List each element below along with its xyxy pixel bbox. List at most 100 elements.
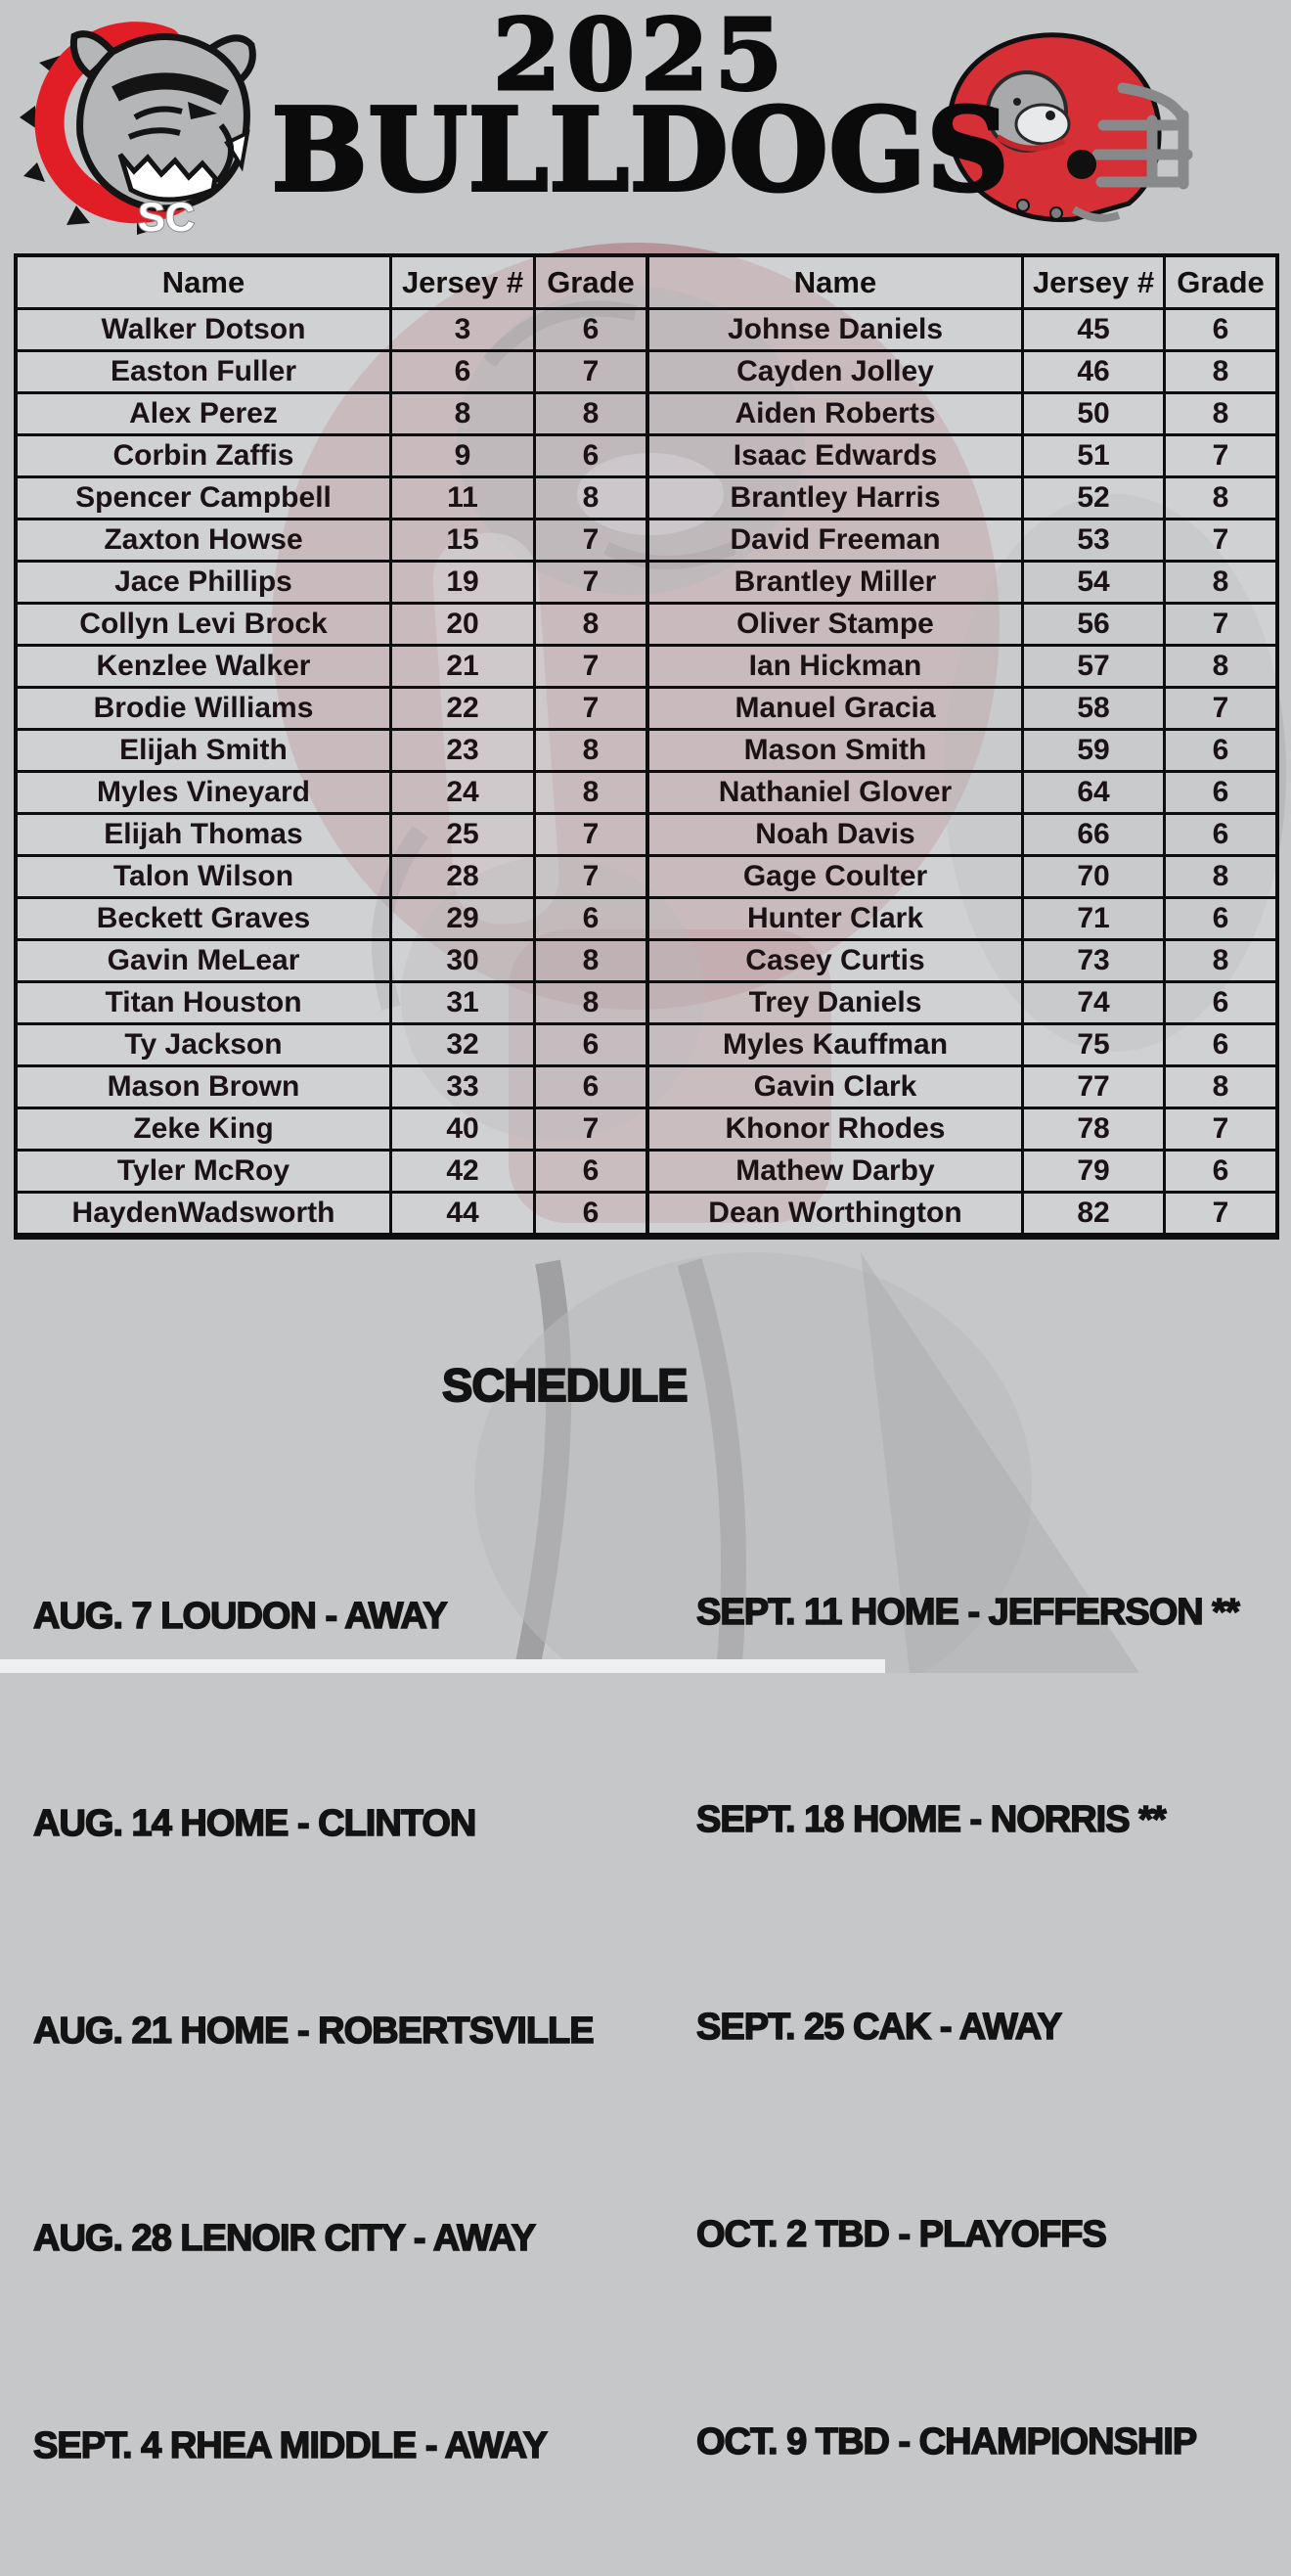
roster-grade-cell: 8 (1166, 563, 1275, 605)
roster-name-cell: Collyn Levi Brock (18, 605, 392, 647)
roster-grade-cell: 7 (1166, 1194, 1275, 1236)
roster-name-cell: Gage Coulter (649, 857, 1024, 899)
roster-grade-cell: 7 (536, 1109, 646, 1152)
roster-grade-cell: 8 (536, 773, 646, 815)
roster-name-cell: Gavin MeLear (18, 941, 392, 983)
title-team: BULLDOGS (270, 84, 1011, 217)
roster-grade-cell: 7 (1166, 1109, 1275, 1152)
roster-name-cell: Spencer Campbell (18, 478, 392, 520)
roster-name-cell: Myles Vineyard (18, 773, 392, 815)
roster-grade-cell: 8 (536, 605, 646, 647)
roster-name-cell: Zeke King (18, 1109, 392, 1152)
roster-name-cell: Mason Brown (18, 1067, 392, 1109)
schedule-item: SEPT. 11 HOME - JEFFERSON ** (695, 1591, 1240, 1634)
roster-name-cell: Mason Smith (649, 731, 1024, 773)
roster-jersey-cell: 40 (392, 1109, 536, 1152)
roster-jersey-cell: 73 (1024, 941, 1166, 983)
roster-grade-cell: 7 (536, 647, 646, 689)
roster-jersey-cell: 24 (392, 773, 536, 815)
roster-jersey-cell: 6 (392, 352, 536, 394)
roster-name-cell: Khonor Rhodes (649, 1109, 1024, 1152)
roster-name-cell: Cayden Jolley (649, 352, 1024, 394)
schedule-item: OCT. 9 TBD - CHAMPIONSHIP (695, 2420, 1198, 2463)
roster-jersey-cell: 52 (1024, 478, 1166, 520)
roster-jersey-cell: 22 (392, 689, 536, 731)
logo-monogram: SC (138, 194, 195, 235)
roster-name-cell: Elijah Smith (18, 731, 392, 773)
roster-name-cell: Nathaniel Glover (649, 773, 1024, 815)
schedule-item: SEPT. 4 RHEA MIDDLE - AWAY (32, 2424, 549, 2467)
roster-grade-cell: 6 (1166, 310, 1275, 352)
schedule-item: AUG. 28 LENOIR CITY - AWAY (32, 2217, 537, 2260)
roster-grade-cell: 6 (536, 1194, 646, 1236)
roster-name-cell: HaydenWadsworth (18, 1194, 392, 1236)
roster-name-cell: Brantley Miller (649, 563, 1024, 605)
roster-name-cell: David Freeman (649, 520, 1024, 563)
roster-grade-cell: 8 (1166, 647, 1275, 689)
roster-grade-cell: 8 (536, 478, 646, 520)
bulldog-head-logo: SC (20, 22, 256, 235)
roster-jersey-cell: 15 (392, 520, 536, 563)
roster-grade-cell: 7 (536, 563, 646, 605)
schedule-item: AUG. 14 HOME - CLINTON (32, 1802, 477, 1845)
roster-grade-cell: 7 (1166, 520, 1275, 563)
roster-grade-cell: 8 (1166, 478, 1275, 520)
schedule-title: SCHEDULE (441, 1358, 690, 1412)
roster-jersey-cell: 42 (392, 1152, 536, 1194)
roster-name-cell: Aiden Roberts (649, 394, 1024, 436)
roster-name-cell: Beckett Graves (18, 899, 392, 941)
roster-name-cell: Elijah Thomas (18, 815, 392, 857)
roster-jersey-cell: 29 (392, 899, 536, 941)
roster-name-cell: Kenzlee Walker (18, 647, 392, 689)
roster-jersey-cell: 44 (392, 1194, 536, 1236)
roster-name-cell: Myles Kauffman (649, 1025, 1024, 1067)
roster-name-cell: Casey Curtis (649, 941, 1024, 983)
roster-grade-cell: 8 (1166, 394, 1275, 436)
roster-name-cell: Tyler McRoy (18, 1152, 392, 1194)
roster-jersey-cell: 20 (392, 605, 536, 647)
facemask (1091, 82, 1193, 190)
roster-name-cell: Zaxton Howse (18, 520, 392, 563)
roster-name-cell: Noah Davis (649, 815, 1024, 857)
collar-spikes (20, 55, 156, 235)
roster-name-cell: Dean Worthington (649, 1194, 1024, 1236)
roster-grade-cell: 6 (536, 1025, 646, 1067)
roster-grade-cell: 8 (1166, 1067, 1275, 1109)
title-year: 2025 (491, 0, 789, 113)
schedule-item: SEPT. 25 CAK - AWAY (695, 2006, 1063, 2049)
roster-grade-cell: 7 (1166, 689, 1275, 731)
schedule-list-right: SEPT. 11 HOME - JEFFERSON ** SEPT. 18 HO… (695, 1379, 1240, 2572)
schedule-item: SEPT. 18 HOME - NORRIS ** (695, 1798, 1167, 1841)
roster-jersey-cell: 82 (1024, 1194, 1166, 1236)
roster-grade-cell: 7 (1166, 436, 1275, 478)
schedule-item: AUG. 7 LOUDON - AWAY (32, 1595, 448, 1638)
roster-grade-cell: 8 (1166, 857, 1275, 899)
column-header-name: Name (649, 257, 1024, 310)
roster-jersey-cell: 53 (1024, 520, 1166, 563)
roster-grade-cell: 8 (536, 983, 646, 1025)
roster-grade-cell: 6 (1166, 731, 1275, 773)
roster-name-cell: Ty Jackson (18, 1025, 392, 1067)
roster-name-cell: Alex Perez (18, 394, 392, 436)
roster-grade-cell: 7 (1166, 605, 1275, 647)
roster-jersey-cell: 25 (392, 815, 536, 857)
roster-jersey-cell: 46 (1024, 352, 1166, 394)
helmet-bulldog-decal (986, 70, 1071, 153)
roster-jersey-cell: 3 (392, 310, 536, 352)
roster-grade-cell: 6 (536, 899, 646, 941)
roster-jersey-cell: 71 (1024, 899, 1166, 941)
roster-name-cell: Talon Wilson (18, 857, 392, 899)
roster-jersey-cell: 8 (392, 394, 536, 436)
roster-grade-cell: 6 (1166, 1152, 1275, 1194)
roster-grade-cell: 6 (1166, 773, 1275, 815)
roster-jersey-cell: 19 (392, 563, 536, 605)
roster-grade-cell: 8 (536, 394, 646, 436)
roster-grade-cell: 6 (1166, 983, 1275, 1025)
roster-jersey-cell: 59 (1024, 731, 1166, 773)
column-header-name: Name (18, 257, 392, 310)
roster-jersey-cell: 28 (392, 857, 536, 899)
roster-jersey-cell: 51 (1024, 436, 1166, 478)
roster-name-cell: Oliver Stampe (649, 605, 1024, 647)
roster-jersey-cell: 50 (1024, 394, 1166, 436)
roster-name-cell: Easton Fuller (18, 352, 392, 394)
